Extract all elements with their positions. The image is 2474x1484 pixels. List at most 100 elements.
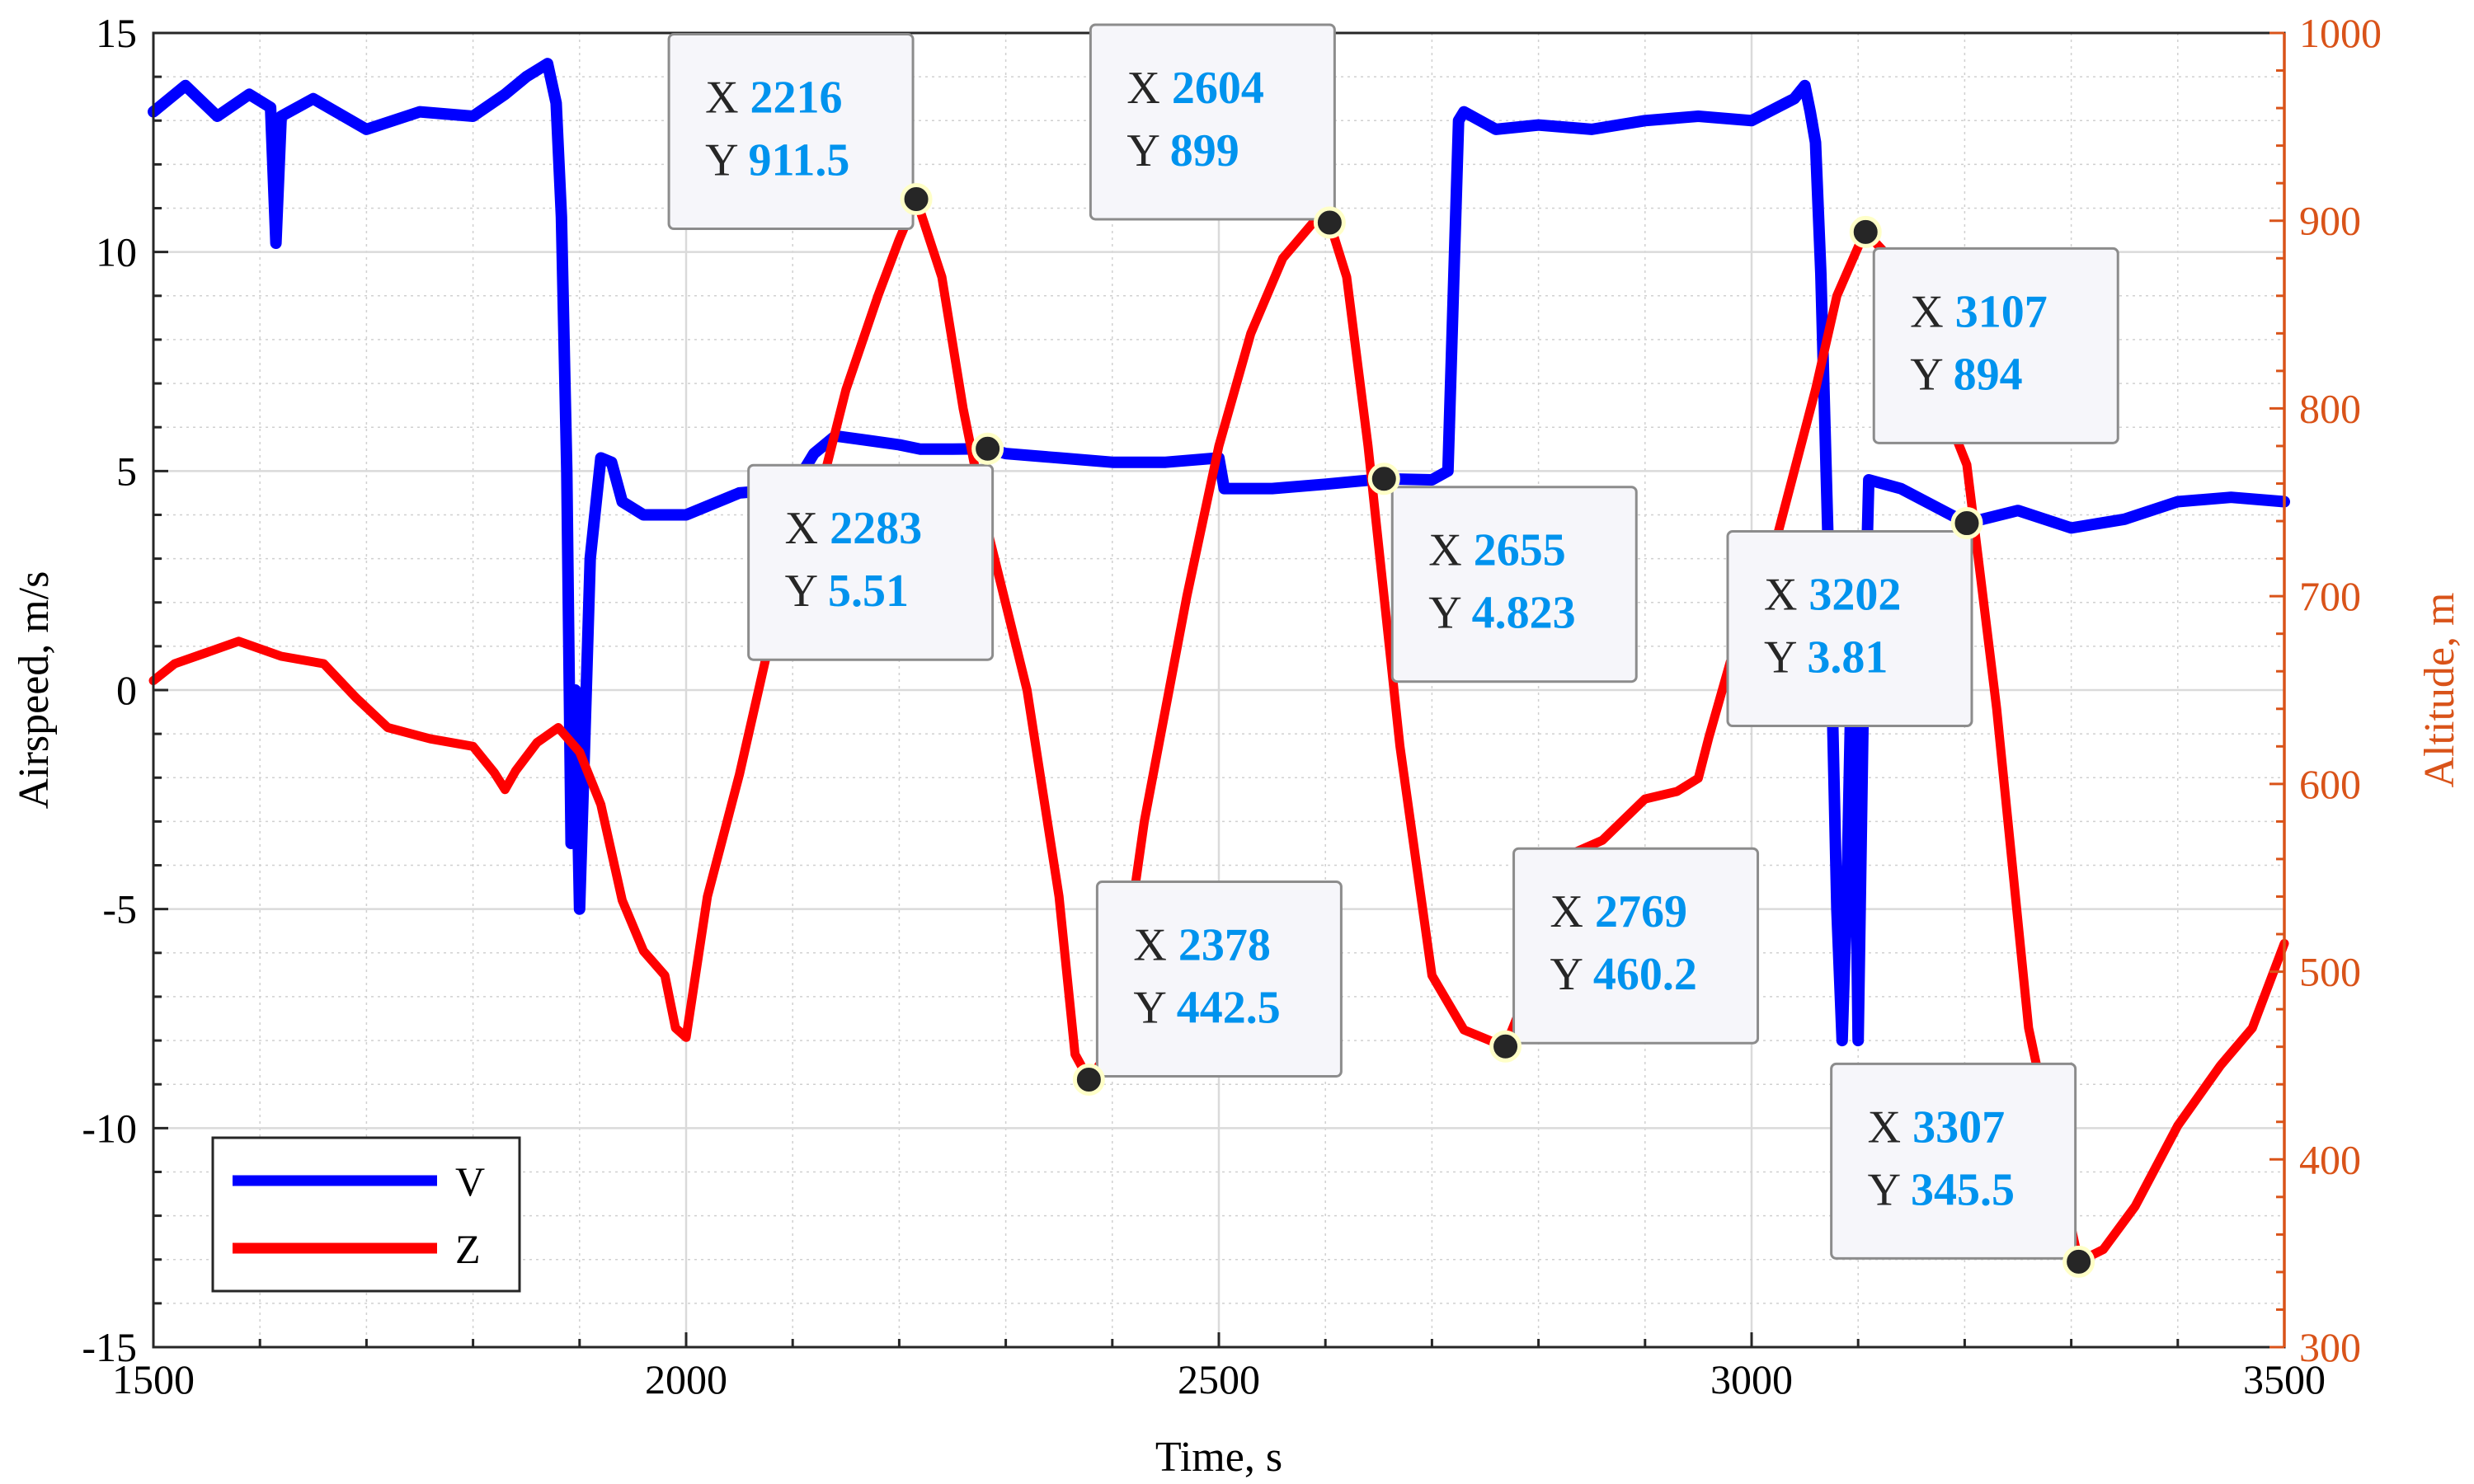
datatip-x-line: X 2283: [785, 503, 922, 554]
y-left-tick-label: 15: [96, 10, 137, 56]
datatip-y-prefix: Y: [1126, 125, 1169, 176]
datatip-x-value: 2283: [830, 503, 922, 554]
axis-ticks: [152, 31, 2286, 1349]
legend-box: [211, 1136, 521, 1293]
datatip-x-line: X 2655: [1428, 525, 1565, 576]
datatip-marker: [1950, 507, 1983, 540]
y-right-tick-label: 800: [2299, 385, 2361, 431]
y-left-tick-label: 5: [116, 448, 137, 494]
datatip-y-prefix: Y: [1910, 349, 1953, 400]
datatip-box: [1726, 530, 1973, 728]
y-right-tick-label: 300: [2299, 1324, 2361, 1370]
datatip-box: [1089, 23, 1336, 221]
datatip: X 2655 Y 4.823: [1367, 463, 1638, 683]
datatip-box: [1095, 881, 1343, 1078]
datatip-x-prefix: X: [1910, 286, 1954, 337]
datatip-x-prefix: X: [1550, 886, 1595, 937]
datatip-y-prefix: Y: [1868, 1164, 1911, 1215]
datatip-marker: [1367, 463, 1400, 495]
y-left-tick-label: 0: [116, 667, 137, 713]
datatip-x-value: 2378: [1178, 920, 1271, 971]
datatip-y-line: Y 3.81: [1764, 632, 1888, 683]
y-right-tick-label: 900: [2299, 198, 2361, 244]
datatip-box: [1512, 847, 1760, 1045]
datatip-box: [1872, 247, 2119, 444]
datatip-y-value: 911.5: [748, 135, 849, 186]
x-tick-label: 3000: [1710, 1356, 1793, 1402]
datatip-box: [1830, 1062, 2077, 1260]
datatip-y-line: Y 345.5: [1868, 1164, 2015, 1215]
y-left-tick-label: -15: [82, 1324, 137, 1370]
datatip-x-prefix: X: [1428, 525, 1473, 576]
series-line-v: [148, 58, 2290, 1047]
datatip-y-line: Y 460.2: [1550, 949, 1697, 1000]
datatip-x-line: X 3107: [1910, 286, 2047, 337]
datatip-y-value: 3.81: [1807, 632, 1888, 683]
y-right-tick-label: 1000: [2299, 10, 2382, 56]
datatip-marker: [1849, 215, 1882, 248]
datatip-x-prefix: X: [785, 503, 830, 554]
x-tick-label: 2000: [645, 1356, 727, 1402]
datatip-x-line: X 2378: [1133, 920, 1270, 971]
y-right-tick-label: 500: [2299, 949, 2361, 995]
datatip-y-value: 894: [1954, 349, 2023, 400]
y-right-tick-label: 400: [2299, 1136, 2361, 1182]
datatip-x-prefix: X: [1126, 63, 1171, 114]
datatip-x-prefix: X: [1868, 1101, 1912, 1153]
y-left-tick-label: 10: [96, 229, 137, 275]
x-tick-label: 3500: [2243, 1356, 2326, 1402]
datatip-x-line: X 3202: [1764, 570, 1901, 621]
axis-tick-labels: 1500 2000 2500 3000 3500 15 10 5 0 -5 -10 -15 1000 90…: [82, 10, 2382, 1402]
datatip-x-prefix: X: [705, 73, 750, 124]
datatip-x-value: 3202: [1808, 570, 1901, 621]
datatip-marker: [2062, 1245, 2095, 1278]
datatip-y-line: Y 4.823: [1428, 588, 1575, 639]
datatip-box: [667, 33, 915, 231]
datatip-y-value: 345.5: [1911, 1164, 2015, 1215]
legend-label-v: V: [455, 1158, 485, 1205]
datatip: X 2283 Y 5.51: [747, 432, 1004, 661]
datatip-y-value: 442.5: [1177, 983, 1281, 1034]
datatip-x-value: 2655: [1474, 525, 1566, 576]
datatip-marker: [1313, 206, 1346, 239]
datatip-y-prefix: Y: [1550, 949, 1593, 1000]
datatip-y-prefix: Y: [1133, 983, 1176, 1034]
datatip-x-value: 3107: [1955, 286, 2048, 337]
datatip-y-prefix: Y: [705, 135, 748, 186]
datatip-x-prefix: X: [1133, 920, 1178, 971]
x-axis-label: Time, s: [1155, 1434, 1282, 1481]
datatip: X 2604 Y 899: [1089, 23, 1346, 239]
legend-label-z: Z: [455, 1226, 481, 1272]
datatip-x-line: X 2216: [705, 73, 842, 124]
datatip-marker: [1072, 1064, 1105, 1097]
datatip-x-value: 2216: [750, 73, 843, 124]
datatip-x-line: X 2604: [1126, 63, 1263, 114]
x-tick-label: 1500: [112, 1356, 195, 1402]
datatip-marker: [971, 432, 1004, 465]
y-axis-left-label: Airspeed, m/s: [11, 571, 58, 810]
datatip-x-value: 2769: [1595, 886, 1687, 937]
datatip-y-prefix: Y: [1764, 632, 1807, 683]
datatip-box: [1390, 486, 1638, 683]
datatip-y-line: Y 911.5: [705, 135, 849, 186]
datatip-y-value: 899: [1170, 125, 1239, 176]
y-axis-right-label: Altitude, m: [2416, 593, 2463, 788]
y-right-tick-label: 700: [2299, 573, 2361, 619]
y-left-tick-label: -5: [102, 886, 137, 932]
datatip-y-prefix: Y: [1428, 588, 1471, 639]
datatip-y-line: Y 442.5: [1133, 983, 1280, 1034]
datatip-y-value: 460.2: [1593, 949, 1697, 1000]
datatip-x-line: X 2769: [1550, 886, 1687, 937]
y-right-tick-label: 600: [2299, 761, 2361, 807]
y-left-tick-label: -10: [82, 1105, 137, 1151]
datatip-y-value: 5.51: [828, 566, 909, 617]
datatip-y-line: Y 5.51: [785, 566, 909, 617]
datatip-y-line: Y 894: [1910, 349, 2022, 400]
datatip-x-prefix: X: [1764, 570, 1808, 621]
